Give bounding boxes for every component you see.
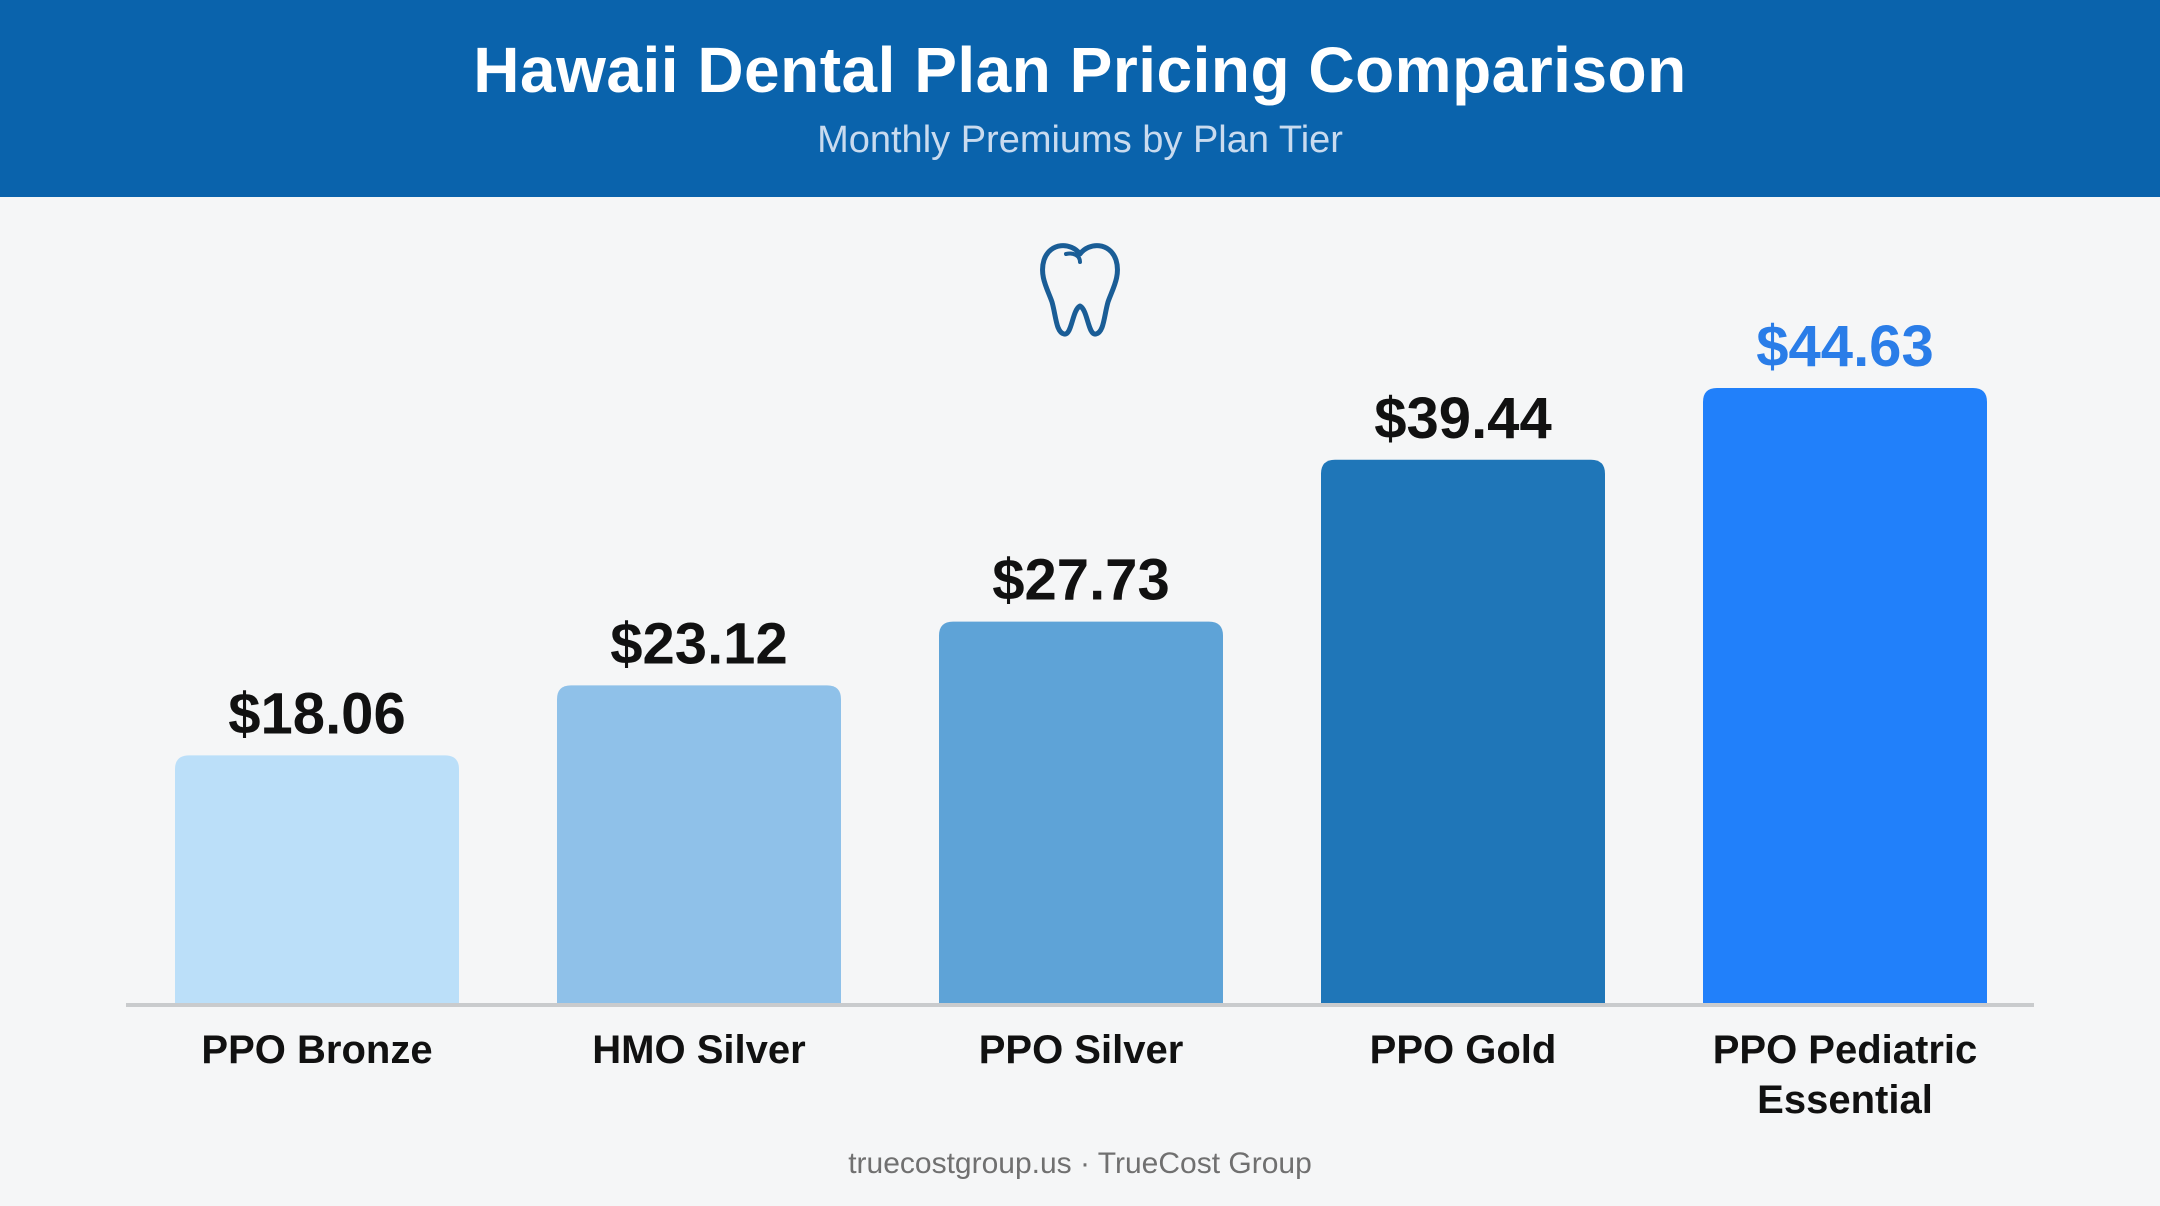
category-label-4-line-0: PPO Pediatric xyxy=(1713,1028,1978,1072)
value-label-2: $27.73 xyxy=(992,548,1169,613)
bars-group xyxy=(175,388,1987,1005)
value-labels-group: $18.06 $23.12 $27.73 $39.44 $44.63 xyxy=(228,314,1933,746)
category-label-2: PPO Silver xyxy=(979,1028,1184,1072)
bar-2 xyxy=(939,621,1223,1005)
bar-3 xyxy=(1321,459,1605,1005)
page-subtitle: Monthly Premiums by Plan Tier xyxy=(817,119,1343,161)
header-banner: Hawaii Dental Plan Pricing Comparison Mo… xyxy=(0,0,2160,197)
value-label-4: $44.63 xyxy=(1756,314,1933,379)
page-title: Hawaii Dental Plan Pricing Comparison xyxy=(473,34,1687,106)
bar-4 xyxy=(1703,388,1987,1005)
category-label-0: PPO Bronze xyxy=(201,1028,432,1072)
category-labels-group: PPO Bronze HMO Silver PPO Silver PPO Gold PP… xyxy=(201,1028,1977,1122)
category-label-3: PPO Gold xyxy=(1370,1028,1557,1072)
value-label-0: $18.06 xyxy=(228,681,405,746)
footer-source: truecostgroup.us · TrueCost Group xyxy=(848,1147,1312,1180)
value-label-3: $39.44 xyxy=(1374,386,1551,451)
bar-1 xyxy=(557,685,841,1005)
value-label-1: $23.12 xyxy=(610,611,787,676)
category-label-4-line-1: Essential xyxy=(1757,1078,1933,1122)
bar-0 xyxy=(175,755,459,1005)
tooth-icon xyxy=(1040,243,1120,337)
category-label-1: HMO Silver xyxy=(592,1028,805,1072)
